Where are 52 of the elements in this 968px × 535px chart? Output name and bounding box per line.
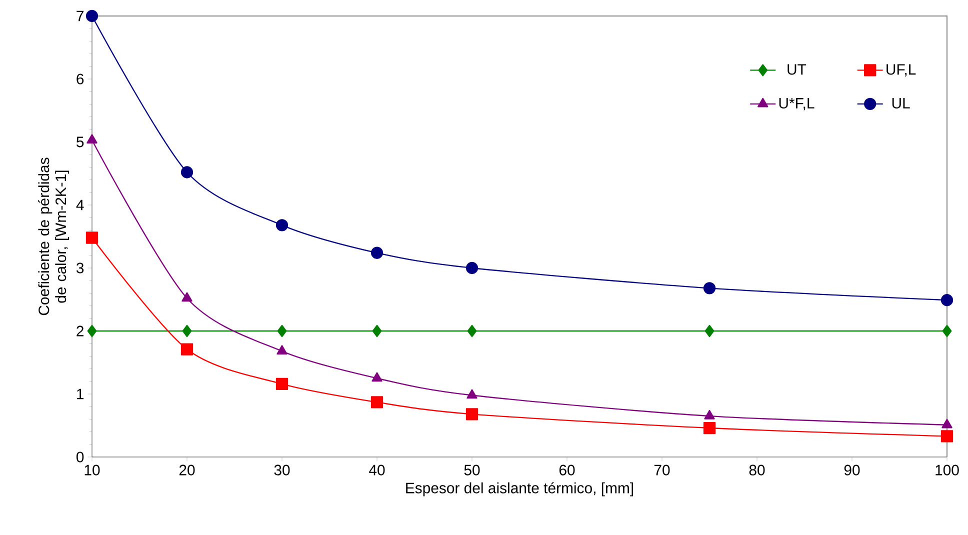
x-tick-label: 100 [936, 464, 959, 476]
y-tick-label: 1 [77, 388, 84, 400]
legend-label: UL [892, 98, 910, 108]
point [372, 372, 382, 382]
y-tick-label: 5 [76, 136, 84, 148]
point [466, 408, 478, 420]
y-tick-label: 3 [76, 262, 84, 274]
point [86, 10, 98, 22]
point [276, 219, 288, 232]
y-tick-label: 4 [76, 200, 84, 210]
point [182, 292, 192, 302]
y-axis-title: Coeficiente de pérdidas de calor, [Wm-2K-1] [38, 158, 70, 316]
x-tick-label: 40 [369, 464, 385, 476]
x-tick-label: 10 [84, 464, 100, 476]
x-tick-label: 90 [844, 464, 860, 476]
point [703, 282, 716, 294]
x-tick-label: 70 [654, 464, 670, 476]
y-tick-label: 6 [76, 74, 84, 84]
point [276, 378, 288, 390]
point [940, 430, 954, 442]
point [180, 343, 194, 356]
x-tick-label: 50 [464, 464, 480, 476]
y-tick-label: 7 [76, 10, 84, 22]
x-tick-label: 30 [274, 464, 290, 476]
point [86, 232, 98, 244]
point [704, 324, 714, 338]
point [466, 389, 478, 399]
point [182, 324, 192, 338]
point [703, 422, 716, 434]
point [704, 410, 715, 420]
point [277, 324, 287, 338]
legend-label: UF,L [886, 64, 916, 76]
point [276, 345, 288, 354]
x-tick-label: 20 [179, 464, 195, 476]
x-axis-title: Espesor del aislante térmico, [mm] [406, 482, 634, 496]
point [180, 166, 194, 178]
point [940, 294, 954, 306]
y-tick-label: 0 [76, 452, 84, 462]
y-tick-label: 2 [76, 326, 84, 336]
point [466, 262, 478, 274]
legend-label: UT [788, 64, 806, 75]
point [372, 324, 382, 338]
point [87, 324, 97, 338]
point [370, 396, 384, 408]
legend-label: U*F,L [779, 98, 814, 110]
point [942, 324, 952, 338]
point [86, 134, 98, 144]
x-tick-label: 80 [749, 464, 765, 476]
x-tick-label: 60 [559, 464, 575, 476]
point [942, 418, 952, 428]
point [370, 246, 384, 259]
point [467, 324, 477, 338]
